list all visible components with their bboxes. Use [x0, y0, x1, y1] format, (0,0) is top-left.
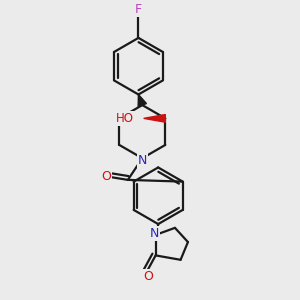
Text: N: N	[150, 227, 159, 240]
Polygon shape	[144, 115, 165, 122]
Text: N: N	[138, 154, 147, 166]
Polygon shape	[138, 94, 146, 106]
Text: HO: HO	[116, 112, 134, 125]
Text: O: O	[143, 270, 153, 283]
Text: O: O	[101, 169, 111, 182]
Text: F: F	[135, 3, 142, 16]
